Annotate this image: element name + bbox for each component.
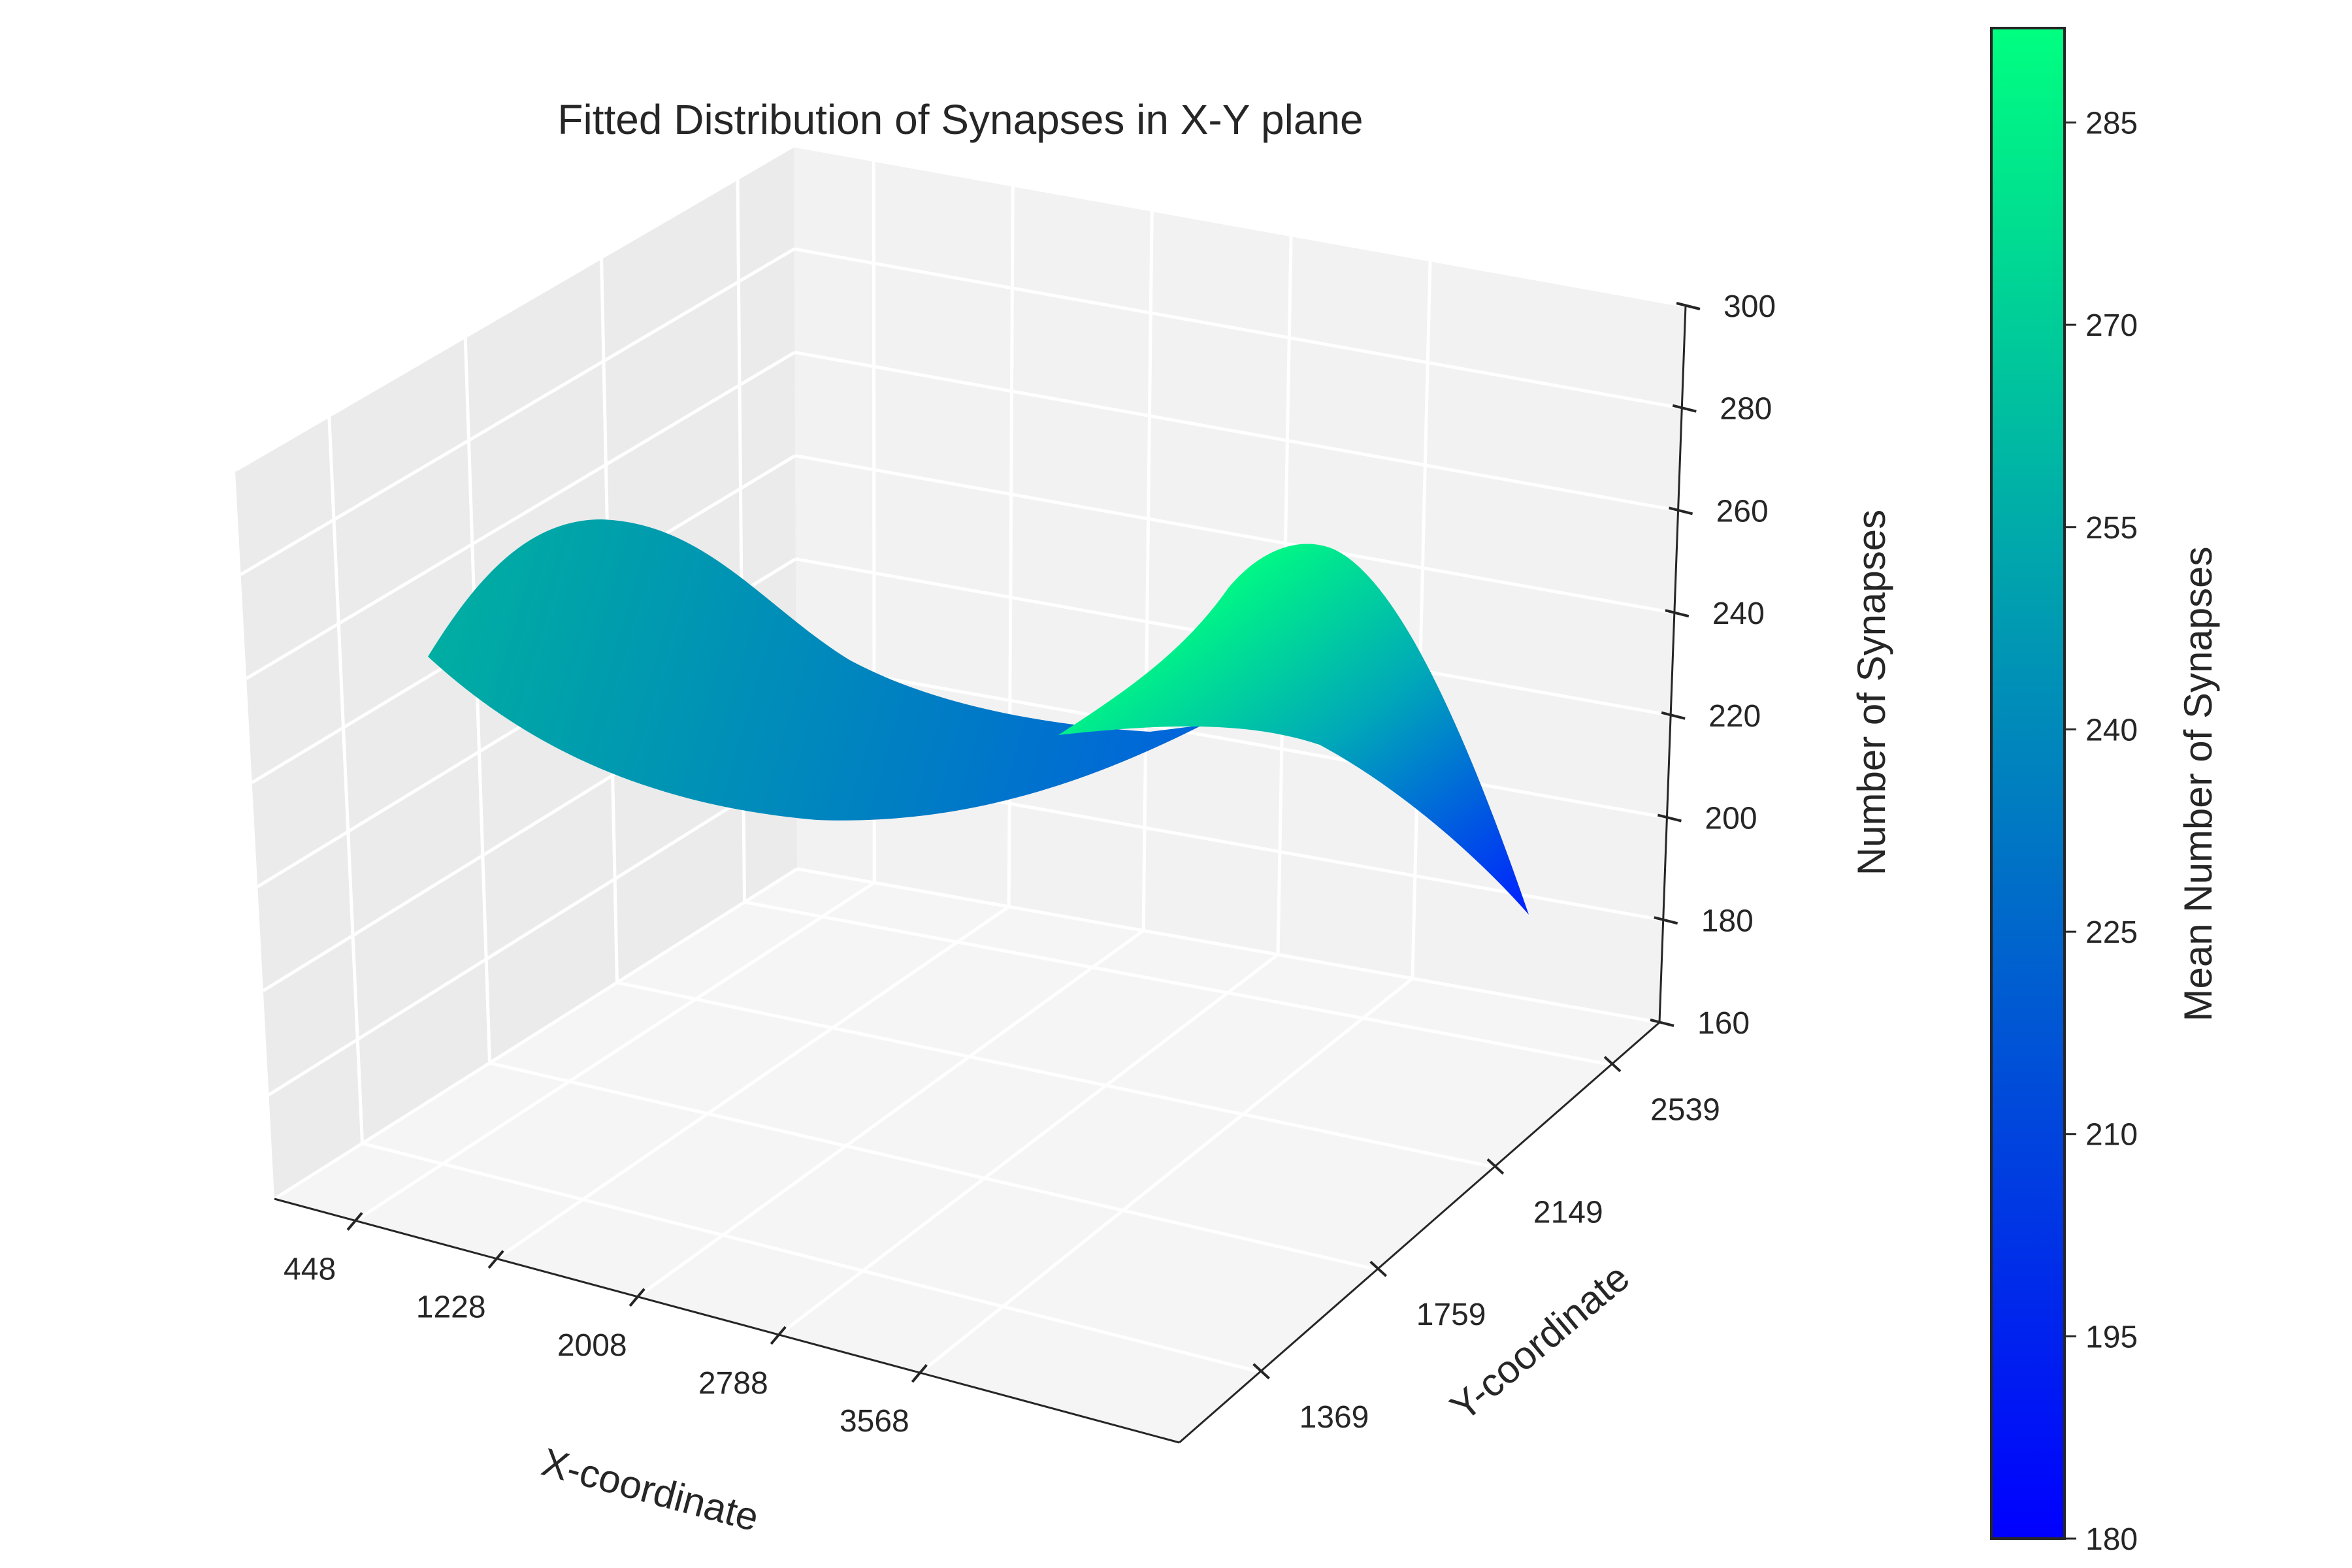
x-tick-mark [629, 1288, 645, 1307]
x-tick-mark [770, 1326, 787, 1345]
chart-title: Fitted Distribution of Synapses in X-Y p… [557, 96, 1363, 143]
z-axis-title: Number of Synapses [1850, 510, 1893, 875]
grid-y-floor [744, 900, 1612, 1067]
colorbar: 180 195 210 225 240 255 270 285 Mean Number of … [1990, 27, 2220, 1557]
z-tick-label: 240 [1712, 596, 1765, 631]
grid-z-back [796, 867, 1660, 1024]
x-tick-label: 2008 [557, 1328, 627, 1363]
grid-z-back [794, 247, 1682, 410]
colorbar-tick-label: 285 [2085, 106, 2138, 141]
grid-x-wall [1411, 259, 1432, 979]
z-tick-label: 260 [1716, 494, 1769, 529]
colorbar-tick-label: 210 [2085, 1118, 2138, 1152]
surface-peak-patch [1058, 544, 1529, 915]
y-tick-mark [1603, 1056, 1622, 1073]
y-tick-label: 1759 [1416, 1298, 1486, 1332]
z-tick-mark [1676, 302, 1701, 310]
z-tick-label: 280 [1720, 392, 1772, 427]
grid-z-back [794, 453, 1675, 615]
x-axis-title: X-coordinate [537, 1440, 763, 1540]
grid-z-back [794, 350, 1679, 512]
y-tick-mark [1369, 1260, 1388, 1277]
z-tick-mark [1654, 916, 1678, 925]
grid-z-left [245, 351, 796, 680]
grid-z-left [268, 764, 798, 1096]
z-tick-label: 180 [1701, 904, 1754, 938]
grid-z-back [793, 144, 1686, 308]
grid-y-floor [489, 1061, 1378, 1271]
z-tick-mark [1657, 813, 1682, 823]
z-tick-label: 160 [1697, 1006, 1750, 1041]
grid-z-left [234, 144, 795, 472]
x-tick-label: 1228 [416, 1290, 486, 1325]
z-tick-mark [1665, 609, 1690, 618]
y-tick-label: 2149 [1533, 1195, 1603, 1230]
surface-main-patch [428, 519, 1202, 821]
x-tick-label: 3568 [840, 1404, 909, 1439]
y-tick-label: 2539 [1650, 1093, 1720, 1128]
grid-y-floor [361, 1141, 1261, 1374]
x-tick-mark [911, 1364, 928, 1383]
grid-z-left [273, 867, 798, 1201]
colorbar-gradient [1990, 27, 2066, 1540]
colorbar-tick-label: 270 [2085, 308, 2138, 343]
z-tick-mark [1669, 506, 1693, 515]
colorbar-tick-label: 180 [2085, 1522, 2138, 1557]
gridlines [234, 144, 1686, 1375]
grid-z-back [796, 661, 1667, 820]
y-tick-mark [1486, 1158, 1505, 1175]
z-tick-mark [1661, 711, 1686, 720]
colorbar-tick-label: 225 [2085, 915, 2138, 950]
x-tick-mark [346, 1212, 363, 1231]
z-tick-mark [1672, 404, 1697, 413]
grid-y-wall [327, 416, 364, 1144]
grid-y-floor [616, 981, 1495, 1169]
x-tick-label: 448 [284, 1252, 336, 1286]
colorbar-tick-label: 195 [2085, 1320, 2138, 1354]
colorbar-title: Mean Number of Synapses [2176, 546, 2220, 1021]
grid-z-left [240, 247, 795, 576]
grid-y-wall [463, 336, 491, 1064]
grid-x-wall [1141, 210, 1154, 931]
y-tick-mark [1252, 1363, 1270, 1380]
floor-pane [274, 869, 1659, 1443]
x-tick-label: 2788 [698, 1366, 768, 1401]
z-tick-label: 300 [1723, 289, 1776, 324]
z-tick-mark [1650, 1019, 1674, 1027]
z-tick-label: 220 [1708, 699, 1761, 734]
z-tick-label: 200 [1705, 802, 1757, 836]
y-tick-label: 1369 [1299, 1400, 1369, 1435]
colorbar-ticks: 180 195 210 225 240 255 270 285 [2065, 106, 2138, 1557]
fitted-surface [428, 519, 1529, 915]
axis-ticks: 448 1228 2008 2788 3568 1369 1759 2149 2539 160 18… [284, 289, 1776, 1439]
axis-lines [274, 305, 1687, 1444]
x-tick-mark [487, 1250, 504, 1269]
y-axis-title: Y-coordinate [1442, 1255, 1637, 1429]
colorbar-tick-label: 255 [2085, 511, 2138, 546]
colorbar-tick-label: 240 [2085, 713, 2138, 747]
